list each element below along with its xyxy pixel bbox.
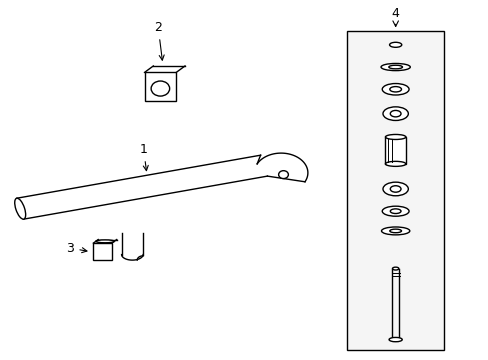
Bar — [144, 72, 176, 101]
Text: 3: 3 — [66, 242, 87, 255]
Bar — [346, 31, 444, 350]
Ellipse shape — [389, 111, 400, 117]
Ellipse shape — [392, 267, 398, 270]
Text: 4: 4 — [391, 7, 399, 20]
Text: 1: 1 — [140, 143, 148, 171]
Ellipse shape — [389, 209, 400, 213]
Ellipse shape — [151, 81, 169, 96]
Ellipse shape — [382, 84, 408, 95]
Ellipse shape — [380, 63, 409, 71]
Ellipse shape — [15, 198, 25, 219]
Bar — [93, 243, 112, 260]
Ellipse shape — [382, 206, 408, 216]
Ellipse shape — [382, 182, 407, 196]
Ellipse shape — [96, 240, 114, 243]
Ellipse shape — [385, 161, 405, 166]
Ellipse shape — [389, 42, 401, 47]
Ellipse shape — [388, 65, 402, 69]
Bar — [385, 137, 405, 164]
Ellipse shape — [389, 229, 401, 233]
Ellipse shape — [385, 134, 405, 139]
Ellipse shape — [389, 87, 401, 92]
Ellipse shape — [388, 337, 402, 342]
Ellipse shape — [381, 227, 409, 235]
Ellipse shape — [278, 171, 288, 179]
Ellipse shape — [382, 107, 407, 121]
Text: 2: 2 — [154, 21, 164, 60]
Ellipse shape — [389, 186, 400, 192]
